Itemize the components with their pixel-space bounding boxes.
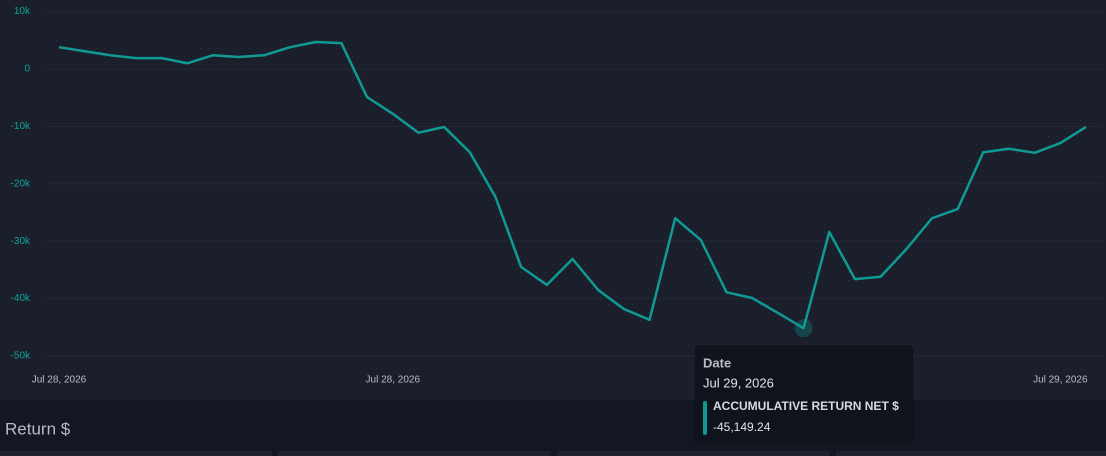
active-point <box>794 319 813 338</box>
x-tick-label: Jul 29, 2026 <box>1033 375 1088 386</box>
tooltip-date: Jul 29, 2026 <box>703 375 774 390</box>
tooltip-title: Date <box>703 355 731 370</box>
y-tick-label: 0 <box>24 64 30 75</box>
x-tick-label: Jul 28, 2026 <box>32 375 87 386</box>
panel-title: Return $ <box>5 419 71 438</box>
x-tick-label: Jul 28, 2026 <box>366 375 421 386</box>
card <box>836 451 1106 456</box>
card <box>0 451 272 456</box>
y-tick-label: -20k <box>11 178 31 189</box>
line <box>58 40 1087 330</box>
y-tick-label: -30k <box>11 236 31 247</box>
tooltip-series: ACCUMULATIVE RETURN NET $ <box>713 399 899 413</box>
tooltip-box <box>695 345 913 444</box>
bottom-panel <box>0 400 1106 456</box>
y-tick-label: -40k <box>11 293 31 304</box>
tooltip-swatch <box>703 401 707 435</box>
card <box>278 451 551 456</box>
y-tick-label: 10k <box>14 6 31 17</box>
card <box>557 451 830 456</box>
y-tick-label: -10k <box>11 121 31 132</box>
y-tick-label: -50k <box>11 351 31 362</box>
plot: -50k -40k -30k -20k -10k 0 10k Jul 28, 2026 Jul … <box>11 6 1103 386</box>
plot-area <box>45 10 1103 356</box>
tooltip-value: -45,149.24 <box>713 420 771 434</box>
tooltip: Date Jul 29, 2026 ACCUMULATIVE RETURN NE… <box>695 345 913 444</box>
